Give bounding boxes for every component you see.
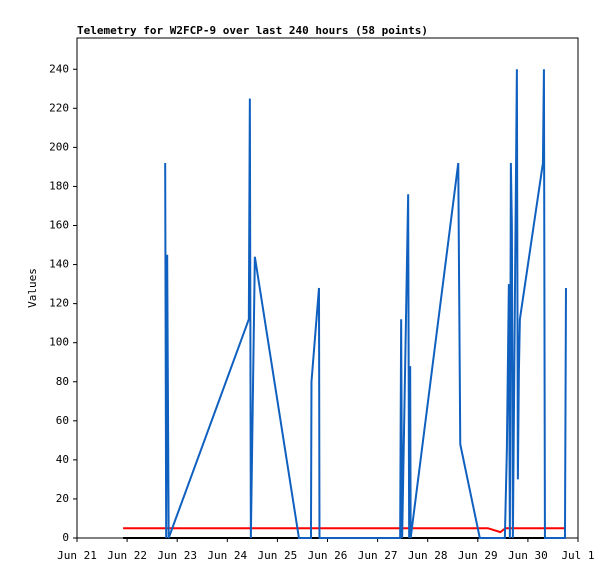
y-tick-label: 140: [49, 258, 69, 271]
x-tick-label: Jun 29: [458, 549, 498, 562]
y-tick-label: 120: [49, 297, 69, 310]
y-tick-label: 160: [49, 219, 69, 232]
x-tick-label: Jun 21: [57, 549, 97, 562]
x-tick-label: Jun 30: [508, 549, 548, 562]
y-tick-label: 0: [62, 531, 69, 544]
y-tick-label: 80: [56, 375, 69, 388]
y-tick-label: 240: [49, 62, 69, 75]
y-tick-label: 40: [56, 453, 69, 466]
x-tick-label: Jun 28: [408, 549, 448, 562]
y-tick-label: 60: [56, 414, 69, 427]
x-tick-label: Jun 24: [207, 549, 247, 562]
x-tick-label: Jul 1: [561, 549, 594, 562]
chart-title: Telemetry for W2FCP-9 over last 240 hour…: [77, 24, 428, 37]
y-tick-label: 100: [49, 336, 69, 349]
x-tick-label: Jun 26: [308, 549, 348, 562]
plot-frame: [76, 37, 579, 539]
y-tick-label: 20: [56, 492, 69, 505]
x-tick-label: Jun 23: [157, 549, 197, 562]
x-tick-label: Jun 27: [358, 549, 398, 562]
x-tick-label: Jun 25: [258, 549, 298, 562]
y-tick-label: 180: [49, 179, 69, 192]
x-tick-label: Jun 22: [107, 549, 147, 562]
y-tick-label: 200: [49, 140, 69, 153]
y-axis-label: Values: [26, 268, 39, 308]
series-line: [123, 527, 566, 534]
series-line: [164, 69, 567, 539]
y-tick-label: 220: [49, 101, 69, 114]
